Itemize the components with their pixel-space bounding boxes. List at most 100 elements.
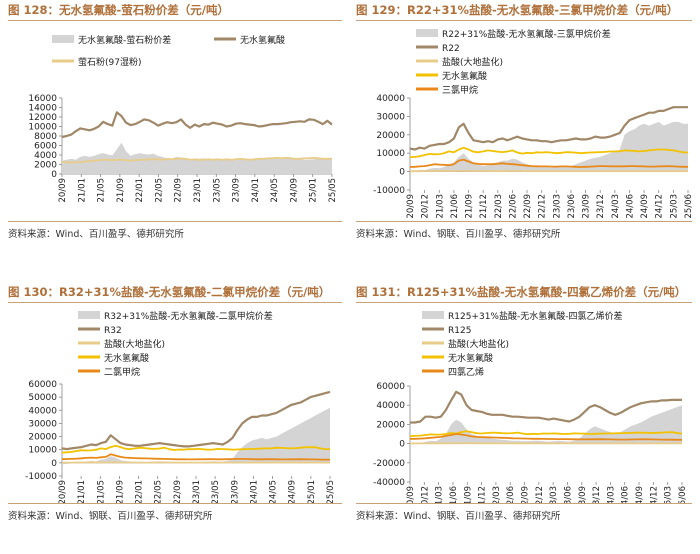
x-tick-label: 24/01 (249, 480, 259, 504)
x-tick-label: 21/09 (465, 194, 475, 219)
x-tick-label: 22/05 (154, 178, 164, 203)
x-tick-label: 21/05 (96, 480, 106, 504)
x-tick-label: 21/03 (435, 486, 445, 504)
chart-title: 图 131：R125+31%盐酸-无水氢氟酸-四氯乙烯价差（元/吨） (356, 285, 687, 299)
x-tick-label: 25/06 (678, 486, 688, 504)
x-tick-label: 21/09 (115, 480, 125, 504)
x-tick-label: 20/12 (420, 486, 430, 504)
x-tick-label: 21/06 (450, 194, 460, 219)
y-tick-label: 50000 (28, 393, 57, 403)
legend-swatch-area (78, 311, 100, 319)
y-tick-label: 40000 (376, 401, 405, 411)
y-tick-label: 12000 (28, 113, 57, 123)
y-tick-label: 60000 (28, 380, 57, 390)
title-divider (8, 20, 342, 21)
x-tick-label: 23/09 (232, 178, 242, 203)
x-tick-label: 21/01 (77, 178, 87, 203)
chart-svg: -40000 -20000 0 20000 40000 60000 20/09 20/12 21… (373, 310, 688, 504)
legend-swatch-area (422, 311, 444, 319)
y-tick-label: 10000 (28, 446, 57, 456)
legend-label: R125 (448, 326, 471, 336)
x-tick-label: 24/09 (288, 480, 298, 504)
source-note: 资料来源：Wind、钢联、百川盈孚、德邦研究所 (356, 229, 561, 240)
legend-label: 无水氢氟酸 (104, 352, 149, 364)
legend-label: 三氯甲烷 (442, 84, 478, 96)
series-area-spread (410, 405, 682, 445)
legend-label: 萤石粉(97湿粉) (78, 56, 141, 68)
x-tick-label: 25/01 (309, 178, 319, 203)
legend-label: R125+31%盐酸-无水氢氟酸-四氯乙烯价差 (448, 310, 622, 322)
series-line-1 (61, 390, 331, 451)
y-tick-label: 20000 (28, 433, 57, 443)
chart-svg: -10000 0 10000 20000 30000 40000 20/09 20/12 21/… (373, 28, 692, 219)
x-tick-label: 25/01 (307, 480, 317, 504)
x-tick-label: 22/12 (538, 194, 548, 219)
series-area-spread (62, 407, 330, 465)
title-divider (356, 20, 692, 21)
x-tick-label: 22/03 (492, 486, 502, 504)
chart-panel-129: 图 129：R22+31%盐酸-无水氢氟酸-三氯甲烷价差（元/吨） -10000… (356, 2, 692, 242)
chart-svg: -10000 0 10000 20000 30000 40000 50000 60000 20/… (25, 310, 336, 504)
y-tick-label: 0 (51, 459, 57, 469)
legend-label: 无水氢氟酸 (448, 352, 493, 364)
source-note: 资料来源：Wind、钢联、百川盈孚、德邦研究所 (8, 511, 213, 522)
source-divider (8, 503, 342, 504)
y-tick-label: 16000 (28, 94, 57, 104)
legend-label: 无水氢氟酸 (442, 70, 487, 82)
y-tick-label: 10000 (28, 123, 57, 133)
legend-label: 二氯甲烷 (104, 366, 140, 378)
chart-title: 图 130：R32+31%盐酸-无水氢氟酸-二氯甲烷价差（元/吨） (8, 285, 331, 299)
x-tick-label: 23/05 (211, 480, 221, 504)
x-tick-label: 24/09 (635, 486, 645, 504)
x-tick-label: 24/06 (625, 194, 635, 219)
series-line-4 (409, 158, 688, 168)
series-line-2 (62, 156, 332, 164)
x-tick-label: 24/12 (649, 486, 659, 504)
y-tick-label: 8000 (34, 132, 57, 142)
source-note: 资料来源：Wind、钢联、百川盈孚、德邦研究所 (356, 511, 561, 522)
y-tick-label: 0 (399, 168, 405, 178)
x-tick-label: 22/09 (523, 194, 533, 219)
x-tick-label: 21/09 (463, 486, 473, 504)
x-tick-label: 24/12 (655, 194, 665, 219)
x-tick-label: 22/06 (508, 194, 518, 219)
x-tick-label: 24/05 (270, 178, 280, 203)
x-tick-label: 22/06 (506, 486, 516, 504)
source-divider (8, 221, 342, 222)
x-tick-label: 23/01 (193, 178, 203, 203)
legend-label: 四氯乙烯 (448, 366, 484, 378)
x-tick-label: 22/01 (135, 480, 145, 504)
x-tick-label: 20/09 (58, 178, 68, 203)
y-tick-label: 10000 (376, 149, 405, 159)
title-divider (8, 302, 342, 303)
y-tick-label: 40000 (28, 406, 57, 416)
y-tick-label: 30000 (28, 419, 57, 429)
x-tick-label: 22/03 (494, 194, 504, 219)
x-tick-label: 23/06 (563, 486, 573, 504)
legend-swatch-area (416, 29, 438, 37)
x-tick-label: 22/09 (173, 480, 183, 504)
x-tick-label: 22/05 (154, 480, 164, 504)
y-tick-label: 6000 (34, 142, 57, 152)
series-line-4 (410, 433, 682, 441)
source-note: 资料来源：Wind、百川盈孚、德邦研究所 (8, 229, 184, 240)
legend-label: R32+31%盐酸-无水氢氟酸-二氯甲烷价差 (104, 310, 273, 322)
x-tick-label: 24/03 (611, 194, 621, 219)
y-tick-label: 14000 (28, 104, 57, 114)
x-tick-label: 23/12 (592, 486, 602, 504)
legend-label: R22 (442, 44, 460, 54)
x-tick-label: 21/12 (478, 486, 488, 504)
x-tick-label: 25/06 (684, 194, 692, 219)
x-tick-label: 22/01 (135, 178, 145, 203)
x-tick-label: 20/09 (406, 194, 416, 219)
y-tick-label: 60000 (376, 382, 405, 392)
x-tick-label: 21/06 (449, 486, 459, 504)
series-line-1 (409, 106, 688, 151)
series-line-1 (61, 111, 333, 139)
x-tick-label: 24/05 (269, 480, 279, 504)
chart-panel-130: 图 130：R32+31%盐酸-无水氢氟酸-二氯甲烷价差（元/吨） -10000… (8, 284, 342, 524)
chart-title: 图 128：无水氢氟酸-萤石粉价差（元/吨） (8, 3, 229, 17)
x-tick-label: 23/09 (578, 486, 588, 504)
x-tick-label: 24/09 (289, 178, 299, 203)
